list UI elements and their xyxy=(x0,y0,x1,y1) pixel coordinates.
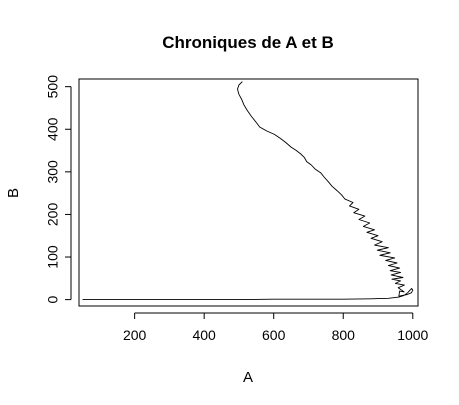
x-tick-label: 600 xyxy=(262,327,286,343)
y-tick-label: 0 xyxy=(45,296,61,304)
y-tick-label: 200 xyxy=(45,203,61,227)
y-tick-label: 400 xyxy=(45,117,61,141)
series-line xyxy=(82,81,414,301)
x-tick-label: 400 xyxy=(192,327,216,343)
y-tick-label: 500 xyxy=(45,75,61,99)
y-tick-label: 300 xyxy=(45,160,61,184)
x-tick-label: 1000 xyxy=(397,327,428,343)
y-tick-label: 100 xyxy=(45,245,61,269)
y-axis: 0 100 200 300 400 500 xyxy=(45,75,72,304)
x-tick-label: 200 xyxy=(123,327,147,343)
x-axis: 200 400 600 800 1000 xyxy=(123,312,429,343)
chart-title: Chroniques de A et B xyxy=(162,33,334,52)
plot-frame xyxy=(78,78,419,307)
x-tick-label: 800 xyxy=(332,327,356,343)
y-axis-title: B xyxy=(5,188,22,198)
x-axis-title: A xyxy=(243,369,253,386)
